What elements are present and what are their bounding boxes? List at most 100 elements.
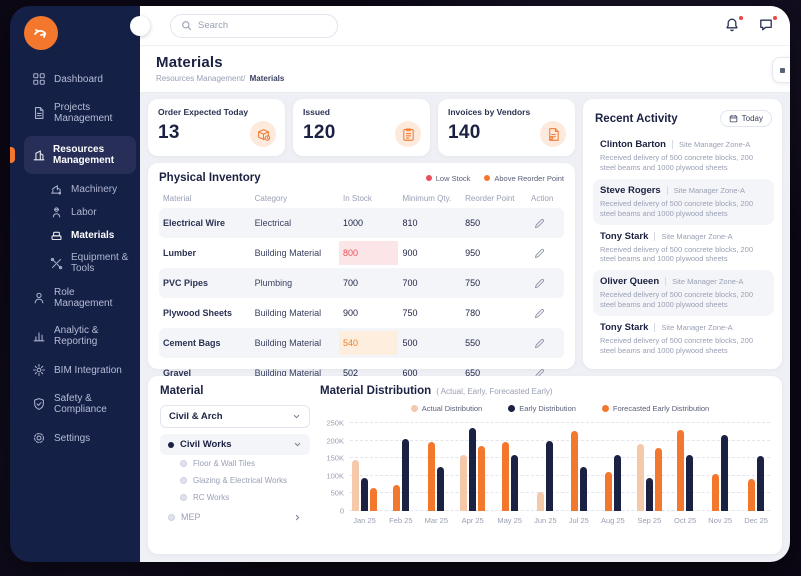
low-stock-value: 800 bbox=[339, 241, 399, 265]
stat-card: Order Expected Today 13 bbox=[148, 99, 285, 156]
tree-subitem-rc-works[interactable]: RC Works bbox=[160, 489, 310, 506]
cell-minimum-qty: 500 bbox=[402, 338, 418, 348]
edit-row-button[interactable] bbox=[531, 305, 547, 321]
sidebar-item-role-management[interactable]: Role Management bbox=[10, 279, 140, 317]
table-row: PVC Pipes Plumbing 700 700 750 bbox=[159, 268, 564, 298]
inventory-title: Physical Inventory bbox=[159, 172, 261, 184]
sidebar-subitem-machinery[interactable]: Machinery bbox=[10, 178, 140, 201]
sidebar: Dashboard Projects Management Resources Ma… bbox=[10, 6, 140, 562]
tree-item-civil-works[interactable]: Civil Works bbox=[160, 434, 310, 455]
tree-item-mep[interactable]: MEP bbox=[160, 506, 310, 526]
activity-name-row: Steve Rogers Site Manager Zone-A bbox=[600, 185, 767, 196]
cell-in-stock: 700 bbox=[343, 278, 359, 288]
search-input[interactable] bbox=[198, 20, 308, 31]
month-bars bbox=[428, 423, 445, 511]
x-tick-label: May 25 bbox=[497, 516, 522, 525]
bell-icon bbox=[726, 18, 738, 31]
bar-forecast bbox=[392, 485, 400, 511]
cell-action bbox=[527, 328, 564, 358]
sidebar-item-resources-management[interactable]: Resources Management bbox=[10, 136, 136, 174]
activity-item: Clinton Barton Site Manager Zone-A Receive… bbox=[593, 133, 774, 179]
sidebar-item-label: Settings bbox=[54, 432, 91, 444]
x-tick-label: Jan 25 bbox=[353, 516, 376, 525]
search-icon bbox=[181, 20, 192, 31]
activity-description: Received delivery of 500 concrete blocks… bbox=[600, 290, 754, 310]
material-category-dropdown[interactable]: Civil & Arch bbox=[160, 405, 310, 428]
activity-description: Received delivery of 500 concrete blocks… bbox=[600, 153, 754, 172]
sidebar-item-settings[interactable]: Settings bbox=[10, 423, 140, 453]
cell-reorder-point: 850 bbox=[465, 218, 481, 228]
edit-row-button[interactable] bbox=[531, 215, 547, 231]
bim-icon bbox=[32, 363, 46, 377]
inventory-legend: Low Stock Above Reorder Point bbox=[425, 174, 564, 183]
material-distribution-panel: Material Civil & Arch Civil Works bbox=[148, 376, 782, 554]
cell-in-stock: 800 bbox=[339, 238, 399, 268]
inventory-table: Material Category In Stock Minimum Qty. Reor… bbox=[159, 191, 564, 388]
company-logo-icon[interactable] bbox=[24, 16, 58, 50]
activity-description: Received delivery of 500 concrete blocks… bbox=[600, 336, 754, 356]
chart-plot-area: Jan 25 Feb 25 Mar 25 Apr 25 May 25 Jun 25 Jul … bbox=[350, 422, 770, 545]
chart-month-group: Jan 25 bbox=[352, 423, 377, 525]
legend-label: Early Distribution bbox=[519, 404, 576, 413]
header-edge-button[interactable] bbox=[772, 57, 790, 83]
chart-month-group: Jun 25 bbox=[534, 423, 557, 525]
sidebar-subitem-materials[interactable]: Materials bbox=[10, 224, 140, 247]
labor-icon bbox=[50, 206, 63, 219]
stat-label: Order Expected Today bbox=[158, 107, 249, 117]
chart-title: Material Distribution bbox=[320, 385, 432, 397]
sidebar-subitem-labor[interactable]: Labor bbox=[10, 201, 140, 224]
edit-row-button[interactable] bbox=[531, 275, 547, 291]
breadcrumb: Resources Management/ Materials bbox=[156, 74, 774, 83]
chart-y-axis: 250K 200K 150K 100K 50K 0 bbox=[320, 419, 350, 516]
cell-action bbox=[527, 298, 564, 328]
x-tick-label: Nov 25 bbox=[708, 516, 733, 525]
legend-dot-icon bbox=[601, 405, 609, 412]
chart-month-group: Sep 25 bbox=[636, 423, 662, 525]
activity-item: Oliver Queen Site Manager Zone-A Received … bbox=[593, 270, 774, 317]
month-bars bbox=[501, 423, 518, 511]
sidebar-subitem-equipment-tools[interactable]: Equipment & Tools bbox=[10, 247, 140, 279]
month-bars bbox=[604, 423, 621, 511]
y-tick-label: 0 bbox=[339, 506, 344, 516]
tree-subitem-label: Floor & Wall Tiles bbox=[193, 459, 255, 468]
tree-subitem-glazing-electrical-works[interactable]: Glazing & Electrical Works bbox=[160, 472, 310, 489]
cell-material: PVC Pipes bbox=[163, 278, 209, 288]
column-header: Action bbox=[531, 194, 554, 203]
chart-subtitle: ( Actual, Early, Forecasted Early) bbox=[436, 387, 553, 396]
projects-icon bbox=[32, 106, 46, 120]
sidebar-item-dashboard[interactable]: Dashboard bbox=[10, 64, 140, 94]
edit-row-button[interactable] bbox=[531, 365, 547, 381]
search-box[interactable] bbox=[170, 13, 338, 38]
bar-forecast bbox=[428, 442, 436, 511]
bar-actual bbox=[636, 444, 644, 511]
chart-month-group: Oct 25 bbox=[674, 423, 696, 525]
content: Order Expected Today 13 Issued 120 Invoices … bbox=[140, 93, 790, 562]
chart-month-group: Nov 25 bbox=[708, 423, 732, 525]
edit-row-button[interactable] bbox=[531, 335, 547, 351]
materials-icon bbox=[50, 229, 63, 242]
activity-date-filter-button[interactable]: Today bbox=[719, 110, 772, 127]
month-bars bbox=[712, 423, 729, 511]
radio-icon bbox=[180, 460, 187, 467]
breadcrumb-parent[interactable]: Resources Management/ bbox=[156, 74, 246, 83]
inventory-legend-item: Above Reorder Point bbox=[484, 174, 564, 183]
tree-subitem-floor-wall-tiles[interactable]: Floor & Wall Tiles bbox=[160, 455, 310, 472]
activity-name-row: Tony Stark Site Manager Zone-A bbox=[600, 231, 767, 242]
activity-user-name: Oliver Queen bbox=[600, 276, 660, 288]
messages-button[interactable] bbox=[758, 14, 778, 35]
bar-forecast bbox=[712, 474, 720, 511]
activity-user-role: Site Manager Zone-A bbox=[666, 185, 745, 195]
sidebar-item-bim-integration[interactable]: BIM Integration bbox=[10, 355, 140, 385]
activity-user-role: Site Manager Zone-A bbox=[665, 277, 743, 287]
sidebar-item-projects-management[interactable]: Projects Management bbox=[10, 94, 140, 132]
analytics-icon bbox=[32, 329, 46, 343]
menu-toggle-button[interactable] bbox=[130, 16, 150, 36]
notifications-button[interactable] bbox=[724, 14, 744, 35]
cell-action bbox=[527, 268, 564, 298]
sidebar-item-safety-compliance[interactable]: Safety & Compliance bbox=[10, 385, 140, 423]
chart-month-group: May 25 bbox=[497, 423, 522, 525]
edit-row-button[interactable] bbox=[531, 245, 547, 261]
sidebar-item-analytic-reporting[interactable]: Analytic & Reporting bbox=[10, 317, 140, 355]
bar-forecast bbox=[570, 431, 578, 511]
cell-reorder-point: 750 bbox=[465, 278, 481, 288]
